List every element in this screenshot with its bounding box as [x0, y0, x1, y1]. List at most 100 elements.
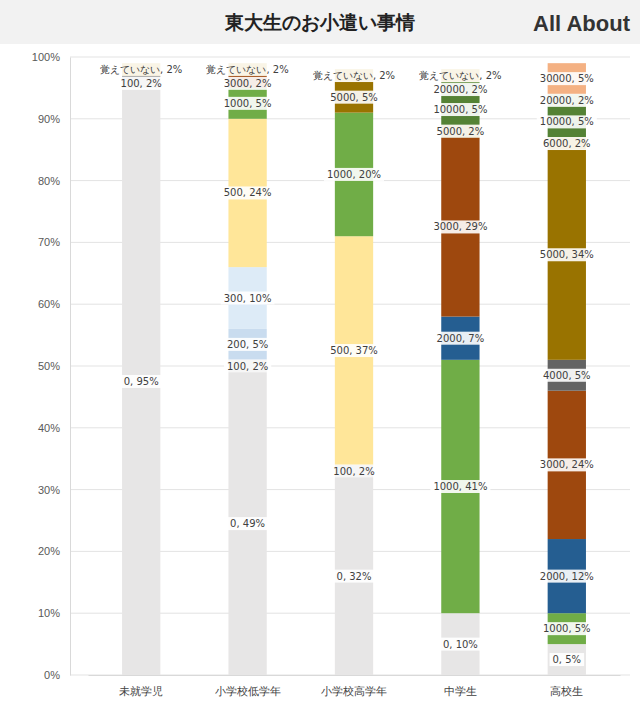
- y-tick-label: 80%: [38, 175, 60, 187]
- data-label-bg: [537, 248, 597, 261]
- bar-segment: [335, 477, 373, 675]
- data-label-group: 10000, 5%: [537, 115, 597, 128]
- data-label: 0, 95%: [124, 376, 159, 387]
- y-tick: 50%: [38, 360, 70, 372]
- data-label-bg: [430, 83, 490, 96]
- data-label-bg: [434, 332, 488, 345]
- data-label: 100, 2%: [121, 78, 162, 89]
- y-tick-label: 40%: [38, 422, 60, 434]
- data-label-bg: [221, 97, 275, 110]
- data-label-group: 1000, 5%: [221, 97, 275, 110]
- data-label: 300, 10%: [224, 293, 272, 304]
- y-tick: 0%: [44, 669, 70, 681]
- x-tick: 小学校高学年: [321, 675, 387, 697]
- y-tick: 80%: [38, 175, 70, 187]
- data-label-bg: [440, 638, 481, 651]
- data-label: 4000, 5%: [543, 370, 591, 381]
- x-tick: 未就学児: [119, 675, 163, 697]
- data-label-group: 0, 10%: [440, 638, 481, 651]
- y-tick-label: 50%: [38, 360, 60, 372]
- data-label-bg: [537, 458, 597, 471]
- data-label-group: 100, 2%: [224, 360, 271, 373]
- data-label: 30000, 5%: [540, 73, 594, 84]
- data-label-group: 3000, 24%: [537, 458, 597, 471]
- data-label-bg: [310, 69, 398, 82]
- data-label: 2000, 7%: [437, 333, 485, 344]
- bar-segment: [548, 644, 586, 675]
- data-label: 2000, 12%: [540, 571, 594, 582]
- data-label-bg: [224, 360, 271, 373]
- chart: 東大生のお小遣い事情All About0%10%20%30%40%50%60%7…: [0, 0, 640, 716]
- y-tick: 10%: [38, 607, 70, 619]
- data-label-group: 0, 32%: [334, 570, 375, 583]
- data-label: 500, 37%: [330, 345, 378, 356]
- data-label: 100, 2%: [333, 466, 374, 477]
- data-label-bg: [537, 115, 597, 128]
- data-label: 1000, 41%: [433, 481, 487, 492]
- data-label-group: 30000, 5%: [537, 72, 597, 85]
- data-label-bg: [221, 77, 275, 90]
- data-label: 1000, 5%: [543, 623, 591, 634]
- logo: All About: [533, 11, 631, 36]
- data-label-bg: [430, 220, 490, 233]
- data-label-bg: [97, 63, 185, 76]
- grid: [70, 57, 630, 675]
- y-tick-label: 70%: [38, 236, 60, 248]
- data-label: 500, 24%: [224, 187, 272, 198]
- data-label: 100, 2%: [227, 361, 268, 372]
- data-label: 1000, 5%: [224, 98, 272, 109]
- y-tick-label: 90%: [38, 113, 60, 125]
- y-tick: 100%: [32, 51, 70, 63]
- data-label: 1000, 20%: [327, 169, 381, 180]
- y-tick: 70%: [38, 236, 70, 248]
- data-label-group: 0, 5%: [550, 653, 585, 666]
- data-label-group: 20000, 2%: [430, 83, 490, 96]
- x-axis: 未就学児小学校低学年小学校高学年中学生高校生: [89, 675, 621, 697]
- data-label-group: 5000, 34%: [537, 248, 597, 261]
- data-label-bg: [430, 480, 490, 493]
- y-tick-label: 10%: [38, 607, 60, 619]
- y-tick: 20%: [38, 545, 70, 557]
- data-label: 10000, 5%: [540, 116, 594, 127]
- data-label-bg: [537, 94, 597, 107]
- data-label-bg: [540, 369, 594, 382]
- data-label-bg: [430, 103, 490, 116]
- data-label: 0, 10%: [443, 639, 478, 650]
- data-label-bg: [330, 465, 377, 478]
- data-label-bg: [327, 91, 381, 104]
- data-label: 20000, 2%: [433, 84, 487, 95]
- data-label-group: 覚えていない, 2%: [97, 63, 185, 76]
- data-label-bg: [416, 69, 504, 82]
- data-label-group: 3000, 29%: [430, 220, 490, 233]
- data-label-group: 3000, 2%: [221, 77, 275, 90]
- data-label-group: 覚えていない, 2%: [416, 69, 504, 82]
- data-label-group: 20000, 2%: [537, 94, 597, 107]
- y-tick: 40%: [38, 422, 70, 434]
- data-labels: 覚えていない, 2% 100, 2% 0, 95% 覚えていない, 2% 3000, 2…: [97, 63, 597, 666]
- data-label-group: 200, 5%: [224, 338, 271, 351]
- data-label-group: 10000, 5%: [430, 103, 490, 116]
- data-label-group: 2000, 12%: [537, 570, 597, 583]
- data-label: 0, 49%: [230, 518, 265, 529]
- data-label-bg: [224, 338, 271, 351]
- data-label-group: 6000, 2%: [540, 137, 594, 150]
- data-label: 覚えていない, 2%: [206, 64, 288, 75]
- data-label-bg: [121, 375, 162, 388]
- data-label-bg: [537, 570, 597, 583]
- data-label-group: 500, 24%: [221, 186, 275, 199]
- y-tick: 90%: [38, 113, 70, 125]
- data-label-bg: [324, 168, 384, 181]
- data-label-bg: [540, 622, 594, 635]
- x-tick: 中学生: [444, 675, 477, 697]
- data-label-group: 5000, 2%: [434, 125, 488, 138]
- data-label-group: 1000, 20%: [324, 168, 384, 181]
- data-label: 5000, 34%: [540, 249, 594, 260]
- data-label: 10000, 5%: [433, 104, 487, 115]
- y-tick-label: 30%: [38, 484, 60, 496]
- grid-line: [70, 57, 630, 58]
- data-label-group: 100, 2%: [330, 465, 377, 478]
- data-label-bg: [550, 653, 585, 666]
- bar-segment: [441, 613, 479, 675]
- data-label: 3000, 29%: [433, 221, 487, 232]
- data-label-group: 1000, 41%: [430, 480, 490, 493]
